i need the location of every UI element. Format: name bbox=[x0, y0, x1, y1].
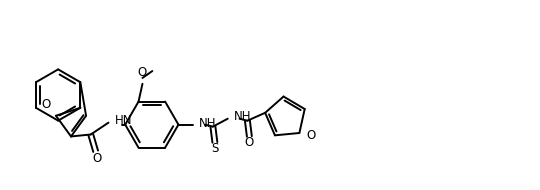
Text: O: O bbox=[245, 136, 254, 149]
Text: NH: NH bbox=[199, 117, 217, 130]
Text: HN: HN bbox=[116, 114, 133, 127]
Text: O: O bbox=[138, 66, 147, 79]
Text: S: S bbox=[211, 142, 219, 155]
Text: O: O bbox=[92, 152, 102, 165]
Text: O: O bbox=[42, 98, 51, 111]
Text: O: O bbox=[306, 129, 315, 142]
Text: NH: NH bbox=[234, 110, 251, 123]
